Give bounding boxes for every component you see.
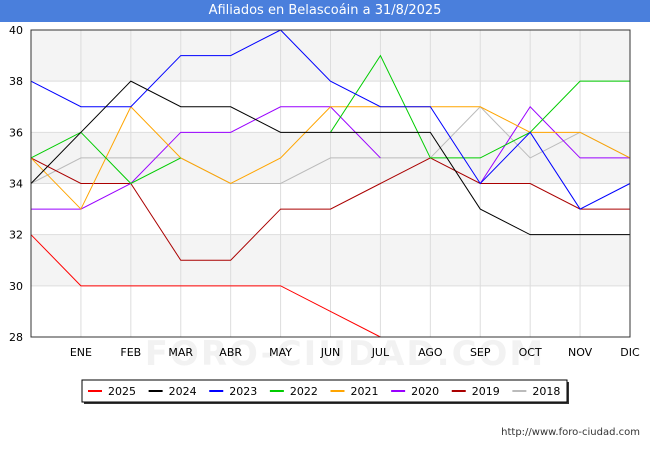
title-bar — [0, 0, 650, 22]
series-line-2023 — [30, 29, 631, 210]
footer-url[interactable]: http://www.foro-ciudad.com — [501, 427, 640, 438]
chart-title: Afiliados en Belascoáin a 31/8/2025 — [208, 3, 442, 18]
x-tick-label: MAY — [269, 346, 292, 359]
x-tick-label: ENE — [70, 346, 92, 359]
legend-label-2024: 2024 — [169, 385, 197, 398]
y-tick-label: 28 — [9, 331, 23, 344]
series-line-2024 — [30, 80, 630, 236]
x-tick-label: JUN — [320, 346, 341, 359]
x-tick-label: ABR — [219, 346, 242, 359]
legend-label-2023: 2023 — [229, 385, 257, 398]
x-tick-label: FEB — [120, 346, 141, 359]
watermark: FORO-CIUDAD.COM — [145, 334, 546, 374]
x-tick-label: AGO — [418, 346, 443, 359]
x-tick-label: NOV — [568, 346, 593, 359]
y-tick-label: 36 — [9, 126, 23, 139]
legend-label-2019: 2019 — [472, 385, 500, 398]
x-tick-label: DIC — [620, 346, 640, 359]
legend-label-2025: 2025 — [108, 385, 136, 398]
series-line-2022 — [30, 54, 630, 185]
legend-label-2018: 2018 — [532, 385, 560, 398]
y-tick-label: 32 — [9, 229, 23, 242]
y-tick-label: 38 — [9, 75, 23, 88]
legend-label-2021: 2021 — [351, 385, 379, 398]
x-tick-label: SEP — [470, 346, 491, 359]
y-tick-label: 34 — [9, 178, 23, 191]
legend-box — [81, 379, 568, 403]
x-tick-label: MAR — [168, 346, 193, 359]
series-line-2025 — [30, 234, 381, 338]
x-tick-label: OCT — [519, 346, 542, 359]
y-tick-label: 30 — [9, 280, 23, 293]
legend-label-2020: 2020 — [411, 385, 439, 398]
legend-label-2022: 2022 — [290, 385, 318, 398]
y-tick-label: 40 — [9, 24, 23, 37]
series-line-2018 — [30, 106, 631, 184]
x-tick-label: JUL — [371, 346, 390, 359]
